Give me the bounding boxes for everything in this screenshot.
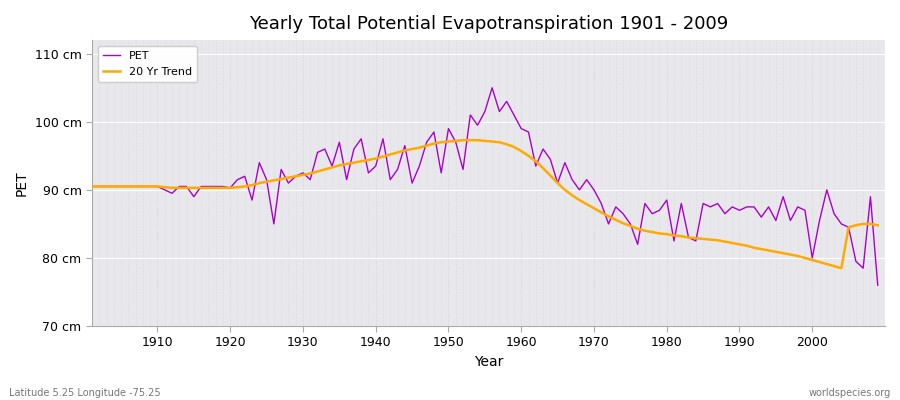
20 Yr Trend bbox=[836, 266, 847, 270]
20 Yr Trend bbox=[145, 184, 156, 189]
Text: Latitude 5.25 Longitude -75.25: Latitude 5.25 Longitude -75.25 bbox=[9, 388, 160, 398]
Y-axis label: PET: PET bbox=[15, 170, 29, 196]
PET bbox=[487, 85, 498, 90]
PET bbox=[86, 184, 97, 189]
20 Yr Trend bbox=[516, 149, 526, 154]
20 Yr Trend bbox=[872, 223, 883, 228]
20 Yr Trend bbox=[610, 218, 621, 222]
PET bbox=[145, 184, 156, 189]
Legend: PET, 20 Yr Trend: PET, 20 Yr Trend bbox=[97, 46, 197, 82]
X-axis label: Year: Year bbox=[473, 355, 503, 369]
PET bbox=[516, 126, 526, 131]
20 Yr Trend bbox=[86, 184, 97, 189]
Line: 20 Yr Trend: 20 Yr Trend bbox=[92, 140, 878, 268]
PET bbox=[872, 283, 883, 288]
PET bbox=[348, 147, 359, 152]
Text: worldspecies.org: worldspecies.org bbox=[809, 388, 891, 398]
20 Yr Trend bbox=[523, 154, 534, 158]
20 Yr Trend bbox=[305, 171, 316, 176]
20 Yr Trend bbox=[348, 160, 359, 165]
20 Yr Trend bbox=[457, 138, 468, 142]
PET bbox=[610, 204, 621, 209]
PET bbox=[523, 130, 534, 134]
Title: Yearly Total Potential Evapotranspiration 1901 - 2009: Yearly Total Potential Evapotranspiratio… bbox=[249, 15, 728, 33]
PET bbox=[305, 177, 316, 182]
Line: PET: PET bbox=[92, 88, 878, 285]
